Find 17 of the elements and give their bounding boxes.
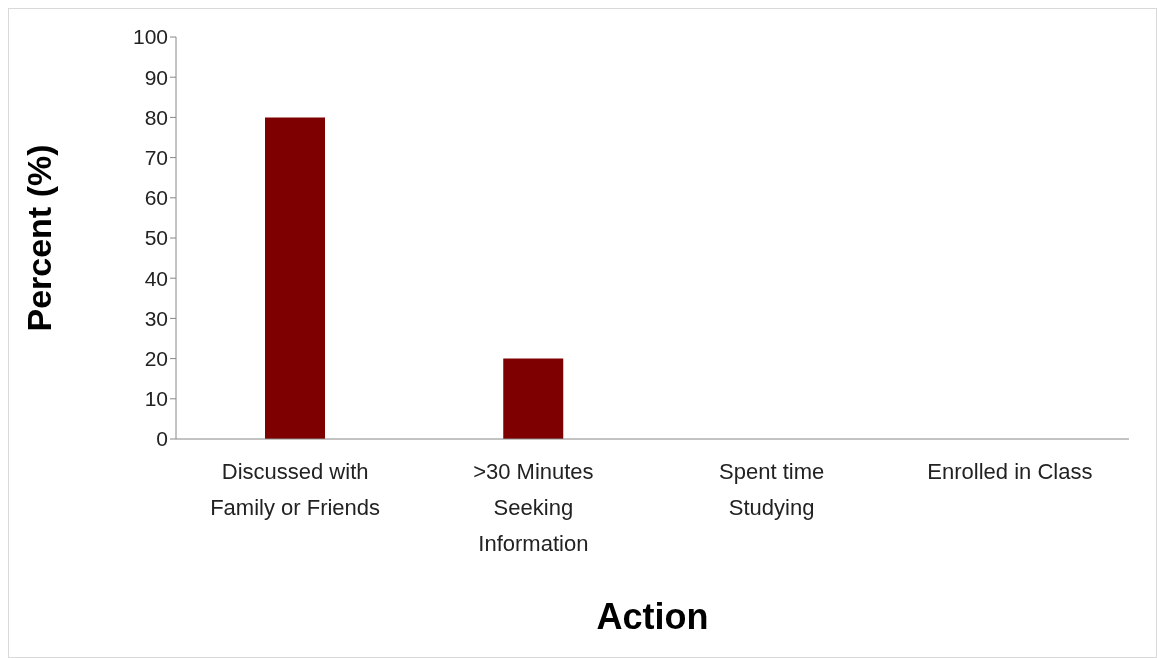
- y-tick-label: 50: [144, 226, 168, 250]
- y-tick-label: 70: [144, 146, 168, 170]
- y-tick-label: 100: [132, 25, 168, 49]
- y-axis-title: Percent (%): [20, 144, 59, 332]
- x-tick-label: Discussed with Family or Friends: [210, 459, 381, 520]
- y-tick-label: 20: [144, 347, 168, 371]
- x-axis-title: Action: [596, 596, 709, 637]
- y-tick-label: 10: [144, 387, 168, 411]
- y-tick-label: 90: [144, 65, 168, 89]
- x-tick-label: Spent time Studying: [719, 459, 825, 520]
- y-tick-label: 0: [156, 427, 168, 451]
- y-tick-label: 80: [144, 105, 168, 129]
- y-tick-label: 60: [144, 186, 168, 210]
- y-tick-label: 40: [144, 266, 168, 290]
- x-tick-label: Enrolled in Class: [927, 459, 1093, 484]
- y-tick-label: 30: [144, 306, 168, 330]
- x-tick-label: >30 Minutes Seeking Information: [473, 459, 594, 556]
